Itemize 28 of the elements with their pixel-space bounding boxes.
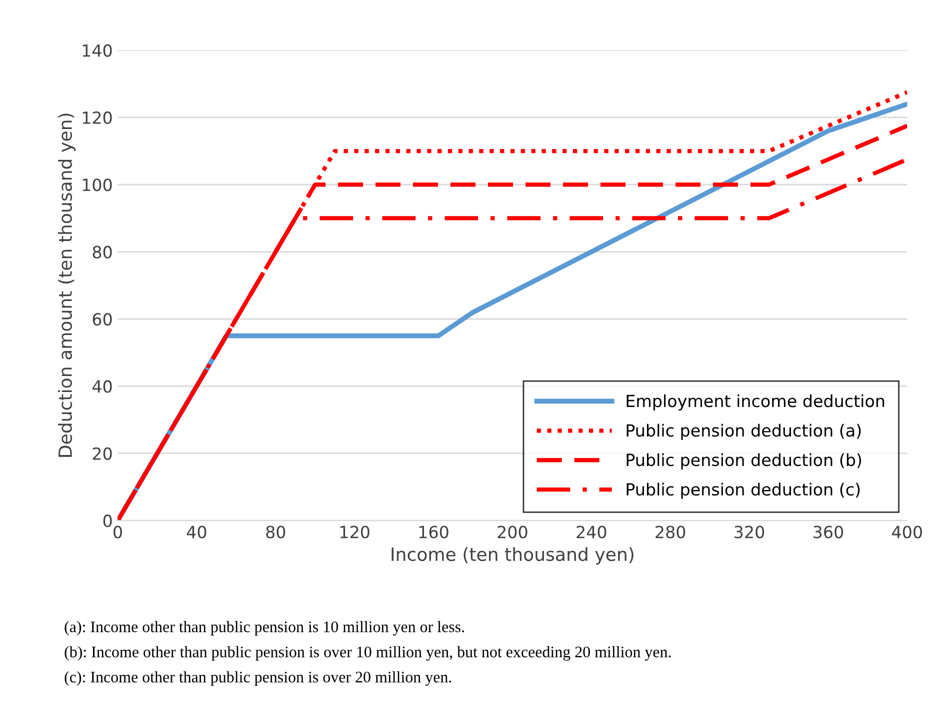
x-tick-label: 280	[656, 526, 686, 538]
text: (c): Income other than public pension is over 20 million yen.	[64, 671, 452, 686]
legend-label: Public pension deduction (b)	[626, 453, 862, 470]
x-tick-label: 40	[186, 526, 206, 538]
y-tick-label: 60	[92, 312, 112, 326]
y-tick-label: 40	[92, 380, 112, 393]
text: (a): Income other than public pension is 10 million yen or less.	[64, 620, 464, 636]
legend-label: Employment income deduction	[626, 394, 884, 410]
x-tick-label: 400	[892, 526, 922, 538]
legend-label: Public pension deduction (a)	[626, 424, 861, 440]
y-tick-label: 100	[82, 178, 112, 192]
x-tick-label: 80	[266, 526, 286, 538]
x-tick-label: 360	[814, 526, 844, 538]
legend-label: Public pension deduction (c)	[626, 482, 860, 499]
x-tick-label: 240	[576, 526, 606, 538]
y-tick-label: 140	[82, 44, 112, 57]
y-axis-title: Deduction amount (ten thousand yen)	[58, 114, 76, 457]
x-tick-label: 160	[419, 526, 448, 538]
y-tick-label: 120	[82, 111, 112, 124]
x-tick-label: 0	[114, 526, 122, 538]
text: (b): Income other than public pension is over 10 million yen, but not exceeding 20 million yen.	[64, 646, 671, 661]
y-tick-label: 20	[92, 447, 112, 460]
x-axis-title: Income (ten thousand yen)	[392, 547, 634, 565]
x-tick-label: 120	[340, 526, 370, 538]
y-tick-label: 0	[103, 514, 112, 528]
y-tick-label: 80	[92, 246, 112, 258]
x-tick-label: 200	[498, 526, 528, 538]
x-tick-label: 320	[734, 526, 764, 538]
